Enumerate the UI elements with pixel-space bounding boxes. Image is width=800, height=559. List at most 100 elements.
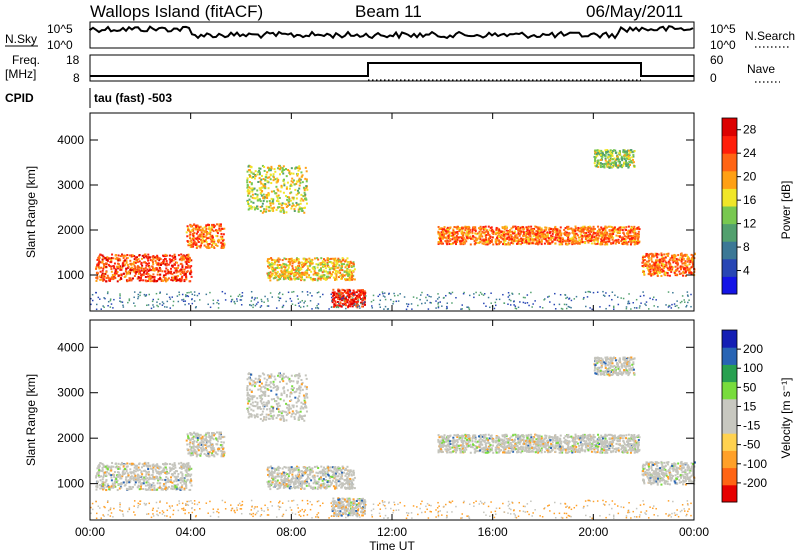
power-echo xyxy=(456,236,458,238)
power-echo xyxy=(684,267,686,269)
power-echo xyxy=(267,260,269,262)
power-echo xyxy=(439,232,441,234)
power-echo xyxy=(524,238,526,240)
power-echo xyxy=(628,155,630,157)
power-echo xyxy=(98,261,100,263)
power-echo xyxy=(445,237,447,239)
power-echo xyxy=(691,266,693,268)
power-echo xyxy=(685,271,687,273)
power-echo xyxy=(341,298,343,300)
power-echo xyxy=(146,305,148,307)
power-echo xyxy=(623,238,625,240)
power-echo xyxy=(676,305,678,307)
power-echo xyxy=(623,243,625,245)
power-echo xyxy=(495,241,497,243)
velocity-echo xyxy=(139,479,141,481)
power-echo xyxy=(279,197,281,199)
power-echo xyxy=(602,291,604,293)
power-echo xyxy=(145,265,147,267)
nave-tick-top: 60 xyxy=(710,53,724,67)
power-echo xyxy=(461,237,463,239)
power-echo xyxy=(290,278,292,280)
power-echo xyxy=(633,161,635,163)
power-echo xyxy=(513,240,515,242)
power-echo xyxy=(353,300,355,302)
power-echo xyxy=(293,208,295,210)
power-echo xyxy=(126,254,128,256)
power-echo xyxy=(393,301,395,303)
power-echo xyxy=(263,194,265,196)
power-echo xyxy=(255,305,256,307)
power-echo xyxy=(516,234,518,236)
power-echo xyxy=(446,230,448,232)
power-echo xyxy=(398,300,400,302)
power-echo xyxy=(503,234,505,236)
power-echo xyxy=(469,236,471,238)
power-echo xyxy=(177,295,179,297)
power-echo xyxy=(189,243,191,245)
power-echo xyxy=(627,303,629,305)
power-echo xyxy=(290,185,292,187)
power-echo xyxy=(269,264,271,266)
power-echo xyxy=(188,229,190,231)
power-echo xyxy=(213,247,215,249)
power-echo xyxy=(152,261,154,263)
power-echo xyxy=(588,227,590,229)
power-echoes xyxy=(90,149,696,310)
power-echo xyxy=(240,299,242,301)
velocity-echo xyxy=(145,482,147,484)
power-echo xyxy=(618,165,620,167)
power-echo xyxy=(609,295,611,297)
power-echo xyxy=(179,269,181,271)
power-echo xyxy=(630,149,632,151)
power-echo xyxy=(248,192,250,194)
power-echo xyxy=(691,262,693,264)
power-echo xyxy=(147,276,149,278)
power-echo xyxy=(608,167,610,169)
power-echo xyxy=(331,300,333,302)
power-echo xyxy=(113,266,115,268)
power-echo xyxy=(174,264,176,266)
power-echo xyxy=(363,303,365,305)
power-echo xyxy=(194,291,196,293)
power-echo xyxy=(97,272,99,274)
power-echo xyxy=(479,233,481,235)
power-echo xyxy=(668,291,670,293)
power-echo xyxy=(220,236,222,238)
power-echo xyxy=(328,266,330,268)
velocity-echo xyxy=(112,487,114,489)
power-echo xyxy=(681,256,683,258)
power-echo xyxy=(492,243,494,245)
power-echo xyxy=(164,263,166,265)
power-echo xyxy=(611,162,613,164)
power-echo xyxy=(270,174,272,176)
power-echo xyxy=(502,294,504,296)
power-echo xyxy=(582,241,584,243)
power-echo xyxy=(629,164,631,166)
power-echo xyxy=(317,278,319,280)
power-echo xyxy=(385,306,387,308)
power-echo xyxy=(416,297,418,299)
power-echo xyxy=(99,275,101,277)
power-echo xyxy=(281,264,283,266)
power-echo xyxy=(672,292,674,294)
velocity-echo xyxy=(174,472,176,474)
power-echo xyxy=(456,239,458,241)
power-echo xyxy=(290,298,292,300)
power-echo xyxy=(173,301,175,303)
velocity-echo xyxy=(106,471,108,473)
velocity-echo xyxy=(101,463,103,465)
power-echo xyxy=(483,243,485,245)
power-echo xyxy=(490,227,492,229)
power-echo xyxy=(247,201,249,203)
power-echo xyxy=(269,277,271,279)
power-echo xyxy=(659,272,661,274)
power-echo xyxy=(193,227,195,229)
power-echo xyxy=(186,292,188,294)
power-echo xyxy=(222,291,224,293)
power-echo xyxy=(630,308,632,310)
power-echo xyxy=(110,268,112,270)
power-echo xyxy=(656,256,658,258)
power-echo xyxy=(487,243,489,245)
power-echo xyxy=(172,257,174,259)
